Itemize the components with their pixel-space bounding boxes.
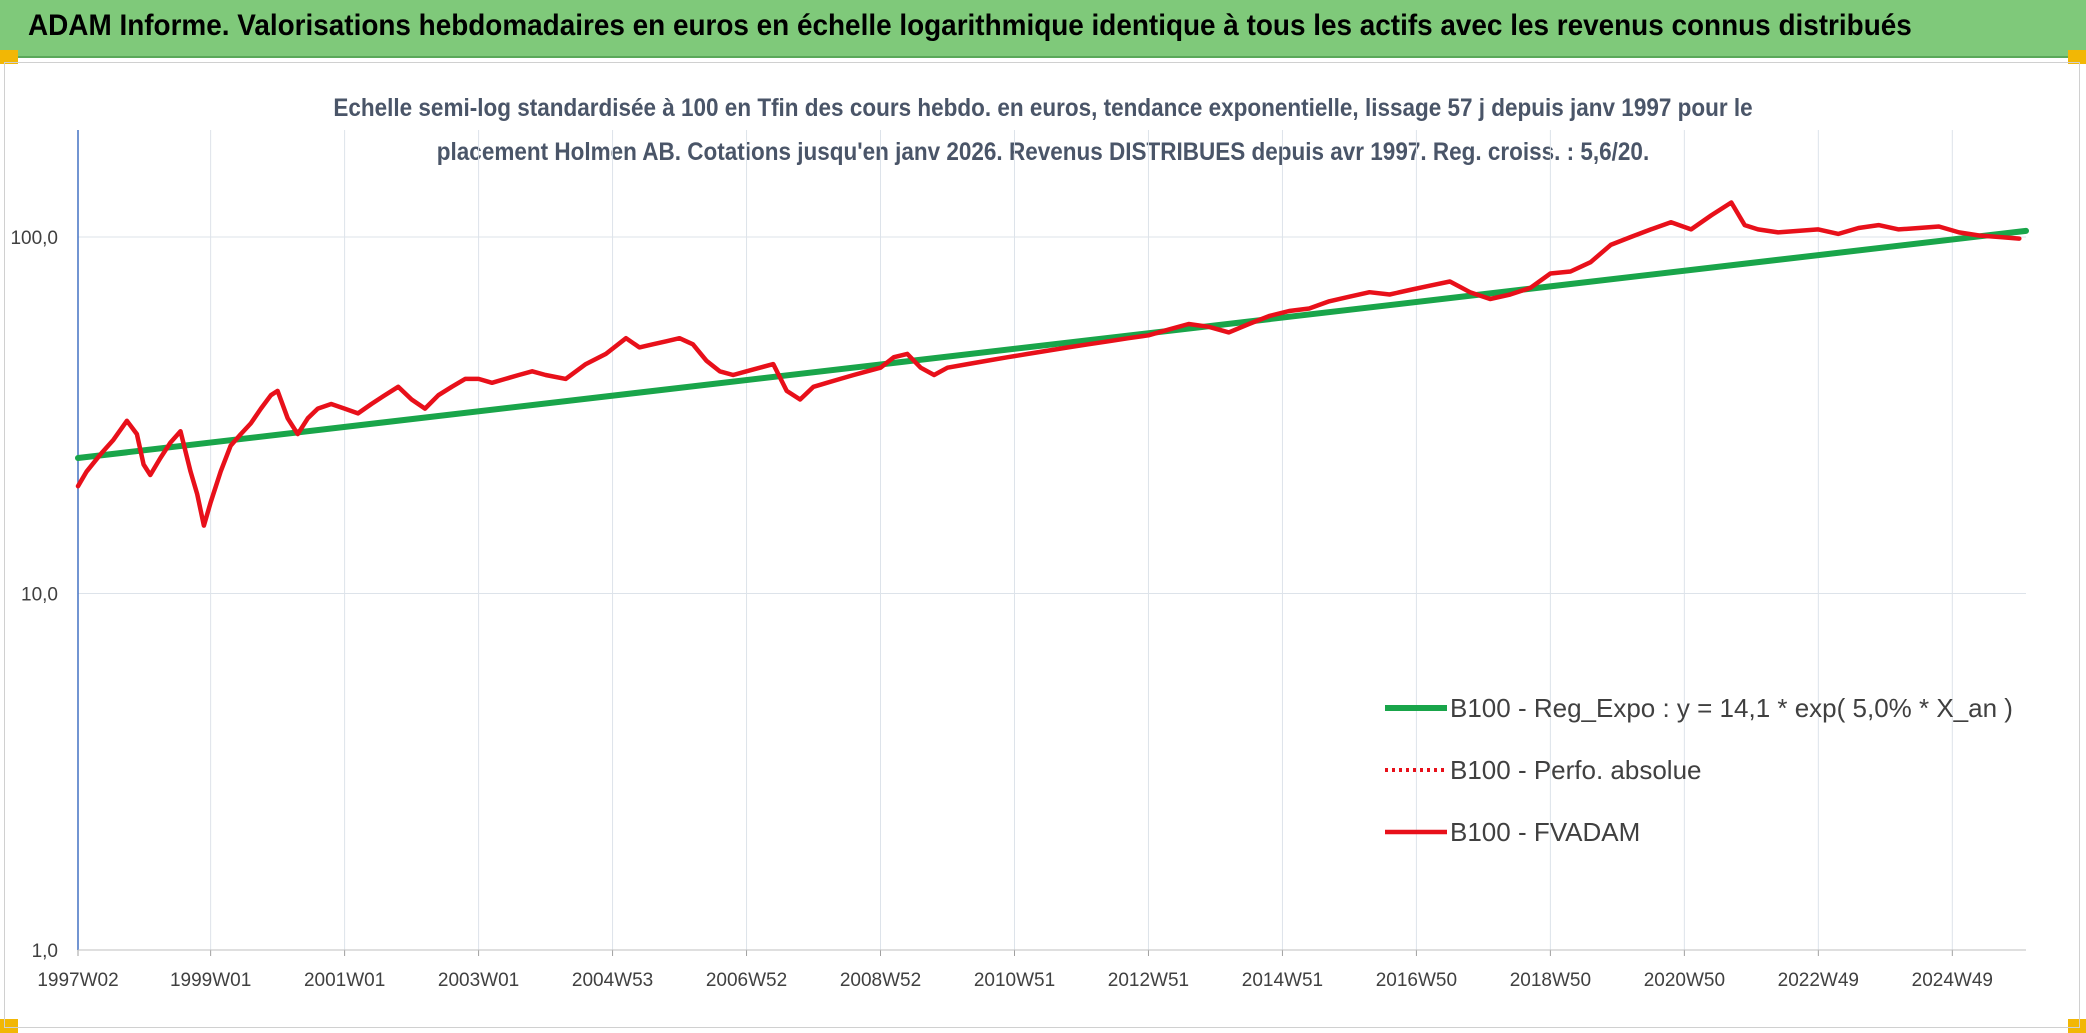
x-tick-label: 1997W02 [37, 970, 118, 991]
x-tick-label: 2020W50 [1644, 970, 1725, 991]
x-tick-label: 2001W01 [304, 970, 385, 991]
x-tick-label: 2024W49 [1912, 970, 1993, 991]
x-tick-label: 2008W52 [840, 970, 921, 991]
chart-title-line-1: Echelle semi-log standardisée à 100 en T… [333, 94, 1753, 122]
chart-title-line-2: placement Holmen AB. Cotations jusqu'en … [436, 138, 1650, 166]
x-tick-label: 2012W51 [1108, 970, 1189, 991]
legend-label: B100 - FVADAM [1450, 817, 1640, 847]
report-title: ADAM Informe. Valorisations hebdomadaire… [28, 9, 1912, 42]
fvadam-line-series [75, 200, 2022, 528]
x-tick-label: 2018W50 [1510, 970, 1591, 991]
chart-title: Echelle semi-log standardisée à 100 en T… [0, 86, 2086, 174]
x-tick-label: 2004W53 [572, 970, 653, 991]
y-tick-label: 10,0 [21, 585, 58, 606]
x-tick-label: 1999W01 [170, 970, 251, 991]
legend-label: B100 - Reg_Expo : y = 14,1 * exp( 5,0% *… [1450, 693, 2013, 723]
trend-line-series [75, 227, 2029, 461]
x-tick-label: 2022W49 [1778, 970, 1859, 991]
x-tick-label: 2010W51 [974, 970, 1055, 991]
x-tick-label: 2014W51 [1242, 970, 1323, 991]
y-tick-label: 100,0 [10, 228, 58, 249]
report-header: ADAM Informe. Valorisations hebdomadaire… [0, 0, 2086, 58]
corner-marker-top-left [0, 50, 18, 64]
x-tick-label: 2006W52 [706, 970, 787, 991]
x-tick-label: 2016W50 [1376, 970, 1457, 991]
chart-frame [4, 62, 2080, 1028]
corner-marker-top-right [2068, 50, 2086, 64]
legend-label: B100 - Perfo. absolue [1450, 755, 1702, 785]
x-tick-label: 2003W01 [438, 970, 519, 991]
corner-marker-bottom-right [2068, 1019, 2086, 1033]
y-tick-label: 1,0 [32, 941, 58, 962]
